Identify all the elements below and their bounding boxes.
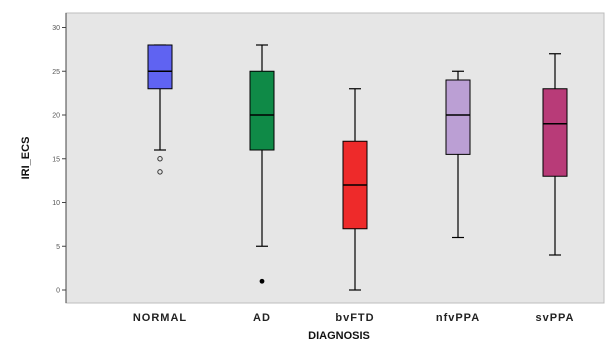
box-group — [147, 44, 173, 175]
outlier-point — [157, 156, 163, 162]
x-tick-labels: NORMAL AD bvFTD nfvPPA svPPA — [133, 312, 574, 324]
y-tick-label: 10 — [52, 200, 60, 207]
outlier-point — [157, 169, 163, 175]
x-tick-label: svPPA — [535, 312, 574, 324]
y-tick-label: 20 — [52, 113, 60, 120]
box-group — [249, 44, 275, 284]
y-tick-label: 25 — [52, 69, 60, 76]
y-tick-label: 15 — [52, 156, 60, 163]
box-group — [445, 70, 471, 239]
x-tick-label: bvFTD — [335, 312, 374, 324]
box-group — [542, 53, 568, 256]
outlier-star — [259, 278, 265, 284]
plot-area — [65, 12, 605, 304]
box-iqr — [249, 70, 275, 151]
x-tick-label: NORMAL — [133, 312, 187, 324]
y-tick-label: 5 — [56, 244, 60, 251]
y-ticks: 0 5 10 15 20 25 30 — [52, 25, 66, 295]
box-iqr — [445, 79, 471, 155]
y-axis-title: IRI_ECS — [20, 137, 32, 180]
boxes — [147, 44, 568, 291]
y-tick-label: 30 — [52, 25, 60, 32]
box-group — [342, 88, 368, 291]
x-tick-label: AD — [253, 312, 271, 324]
box-iqr — [147, 44, 173, 90]
box-iqr — [542, 88, 568, 177]
y-tick-label: 0 — [56, 288, 60, 295]
x-tick-label: nfvPPA — [436, 312, 480, 324]
x-axis-title: DIAGNOSIS — [308, 330, 370, 342]
